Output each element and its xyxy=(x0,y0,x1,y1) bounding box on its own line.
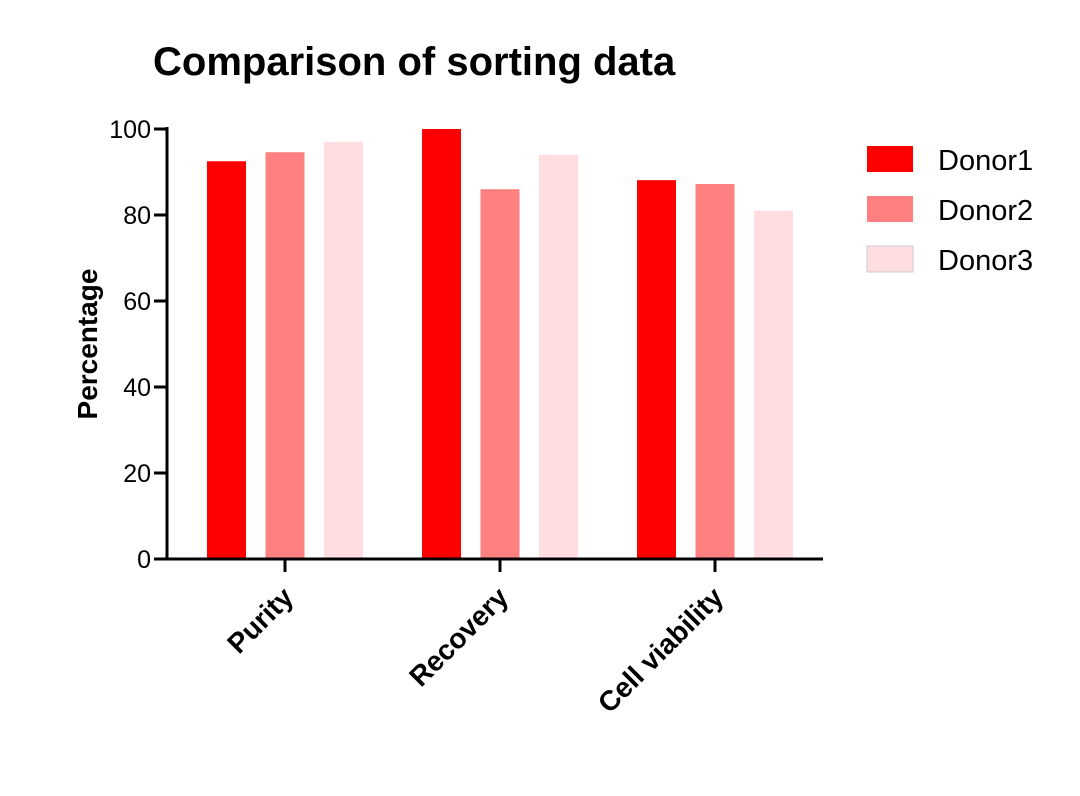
bar-recovery-donor1 xyxy=(422,129,461,559)
x-tick-label: Purity xyxy=(221,581,299,659)
bar-cell-viability-donor3 xyxy=(754,210,793,559)
legend-label: Donor1 xyxy=(938,145,1033,177)
legend-swatch xyxy=(866,245,914,273)
legend-swatch xyxy=(867,146,913,172)
bar-purity-donor3 xyxy=(324,141,363,559)
y-tick-label: 20 xyxy=(123,460,151,488)
legend-label: Donor2 xyxy=(938,195,1033,227)
y-axis-label: Percentage xyxy=(72,269,103,420)
x-tick-label: Recovery xyxy=(403,581,514,692)
bar-purity-donor1 xyxy=(207,161,246,559)
chart-title: Comparison of sorting data xyxy=(153,40,676,84)
y-tick-label: 0 xyxy=(137,546,151,574)
y-tick-label: 80 xyxy=(123,202,151,230)
bar-recovery-donor3 xyxy=(539,154,578,560)
y-tick-label: 100 xyxy=(109,116,151,144)
bar-cell-viability-donor1 xyxy=(637,180,676,560)
y-tick-label: 40 xyxy=(123,374,151,402)
bar-cell-viability-donor2 xyxy=(695,184,735,560)
x-tick-label: Cell viability xyxy=(592,581,730,719)
bar-recovery-donor2 xyxy=(480,189,520,559)
legend-label: Donor3 xyxy=(938,245,1033,277)
y-tick-label: 60 xyxy=(123,288,151,316)
legend-swatch xyxy=(867,196,913,222)
bar-purity-donor2 xyxy=(265,152,305,559)
